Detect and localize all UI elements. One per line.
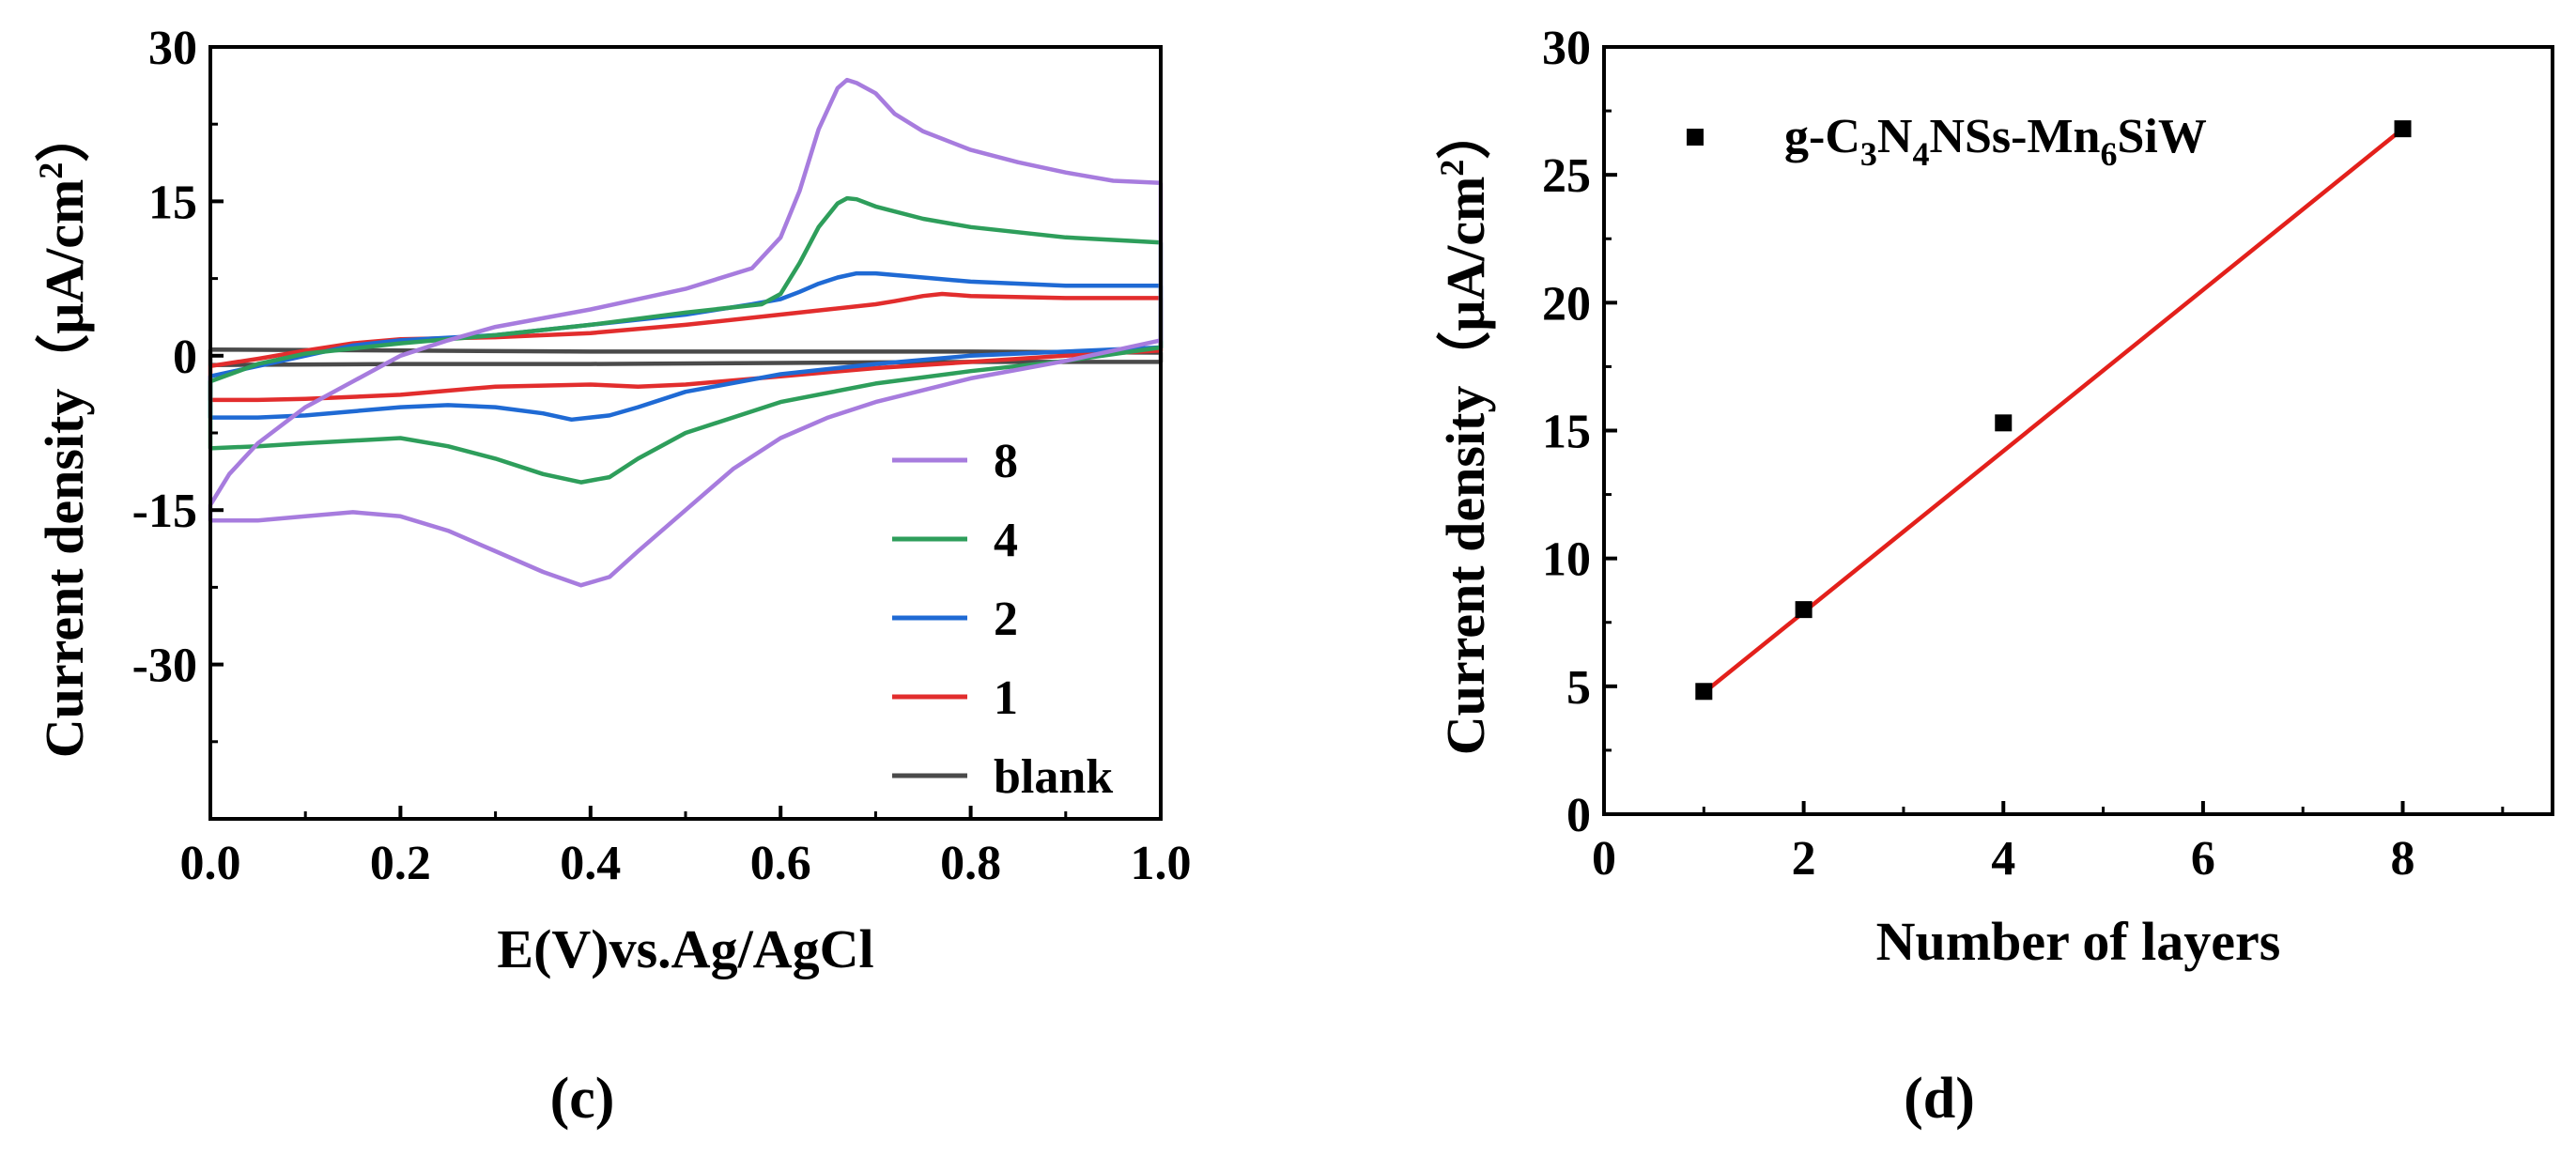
legend-label: g-C3N4NSs-Mn6SiW xyxy=(1784,110,2207,173)
x-tick-label: 0.4 xyxy=(560,837,621,890)
legend-label-4: 4 xyxy=(994,514,1018,567)
chart-c-legend: 8 4 2 1 blank xyxy=(892,435,1113,804)
chart-d-ylabel: Current density（μA/cm2） xyxy=(1433,105,1496,756)
chart-d-points xyxy=(1695,120,2412,701)
y-tick-label: 30 xyxy=(1542,22,1591,75)
chart-d-legend: g-C3N4NSs-Mn6SiW xyxy=(1687,110,2207,173)
y-tick-label: -30 xyxy=(132,640,197,693)
y-tick-label: 0 xyxy=(173,331,197,384)
x-tick-label: 8 xyxy=(2391,832,2415,886)
chart-c-xlabel: E(V)vs.Ag/AgCl xyxy=(497,918,873,979)
y-tick-label: 20 xyxy=(1542,277,1591,331)
legend-label-8: 8 xyxy=(994,435,1018,488)
legend-marker xyxy=(1687,129,1704,146)
x-tick-label: 0.2 xyxy=(370,837,431,890)
panel-label-c: (c) xyxy=(550,1067,615,1131)
x-tick-label: 0.8 xyxy=(940,837,1001,890)
y-tick-label: 30 xyxy=(148,22,197,75)
y-tick-label: 10 xyxy=(1542,533,1591,587)
chart-c-ylabel: Current density（μA/cm2） xyxy=(32,108,95,759)
y-tick-label: 15 xyxy=(1542,406,1591,459)
x-tick-label: 1.0 xyxy=(1131,837,1192,890)
y-tick-label: -15 xyxy=(132,485,197,538)
legend-label-2: 2 xyxy=(994,593,1018,646)
panel-label-d: (d) xyxy=(1904,1067,1975,1131)
chart-c: 0.0 0.2 0.4 0.6 0.8 1.0 -30 -15 0 15 30 E(V)vs.Ag… xyxy=(32,22,1192,979)
y-tick-label: 0 xyxy=(1566,789,1591,842)
series-line-4 xyxy=(208,195,1164,485)
chart-c-x-ticks: 0.0 0.2 0.4 0.6 0.8 1.0 xyxy=(180,806,1192,890)
y-tick-label: 15 xyxy=(148,176,197,229)
chart-d-fit xyxy=(1702,127,2404,695)
chart-d: 0 2 4 6 8 0 5 10 15 20 25 30 Number of layers Curr… xyxy=(1433,22,2554,972)
x-tick-label: 0.0 xyxy=(180,837,241,890)
series-line-8 xyxy=(208,77,1164,588)
legend-label-blank: blank xyxy=(994,750,1113,804)
chart-d-xlabel: Number of layers xyxy=(1876,911,2281,972)
data-point xyxy=(2394,120,2412,138)
x-tick-label: 2 xyxy=(1792,832,1816,886)
data-point xyxy=(1995,414,2013,432)
chart-d-y-ticks: 0 5 10 15 20 25 30 xyxy=(1542,22,1617,842)
x-tick-label: 0 xyxy=(1592,832,1616,886)
chart-c-series xyxy=(208,77,1164,588)
legend-label-1: 1 xyxy=(994,671,1018,725)
x-tick-label: 6 xyxy=(2191,832,2215,886)
chart-c-y-ticks: -30 -15 0 15 30 xyxy=(132,22,224,744)
data-point xyxy=(1695,683,1713,701)
x-tick-label: 4 xyxy=(1991,832,2015,886)
x-tick-label: 0.6 xyxy=(750,837,811,890)
data-point xyxy=(1795,601,1812,619)
chart-d-x-ticks: 0 2 4 6 8 xyxy=(1592,801,2505,886)
fit-line xyxy=(1702,127,2404,695)
y-tick-label: 25 xyxy=(1542,149,1591,203)
y-tick-label: 5 xyxy=(1566,661,1591,715)
